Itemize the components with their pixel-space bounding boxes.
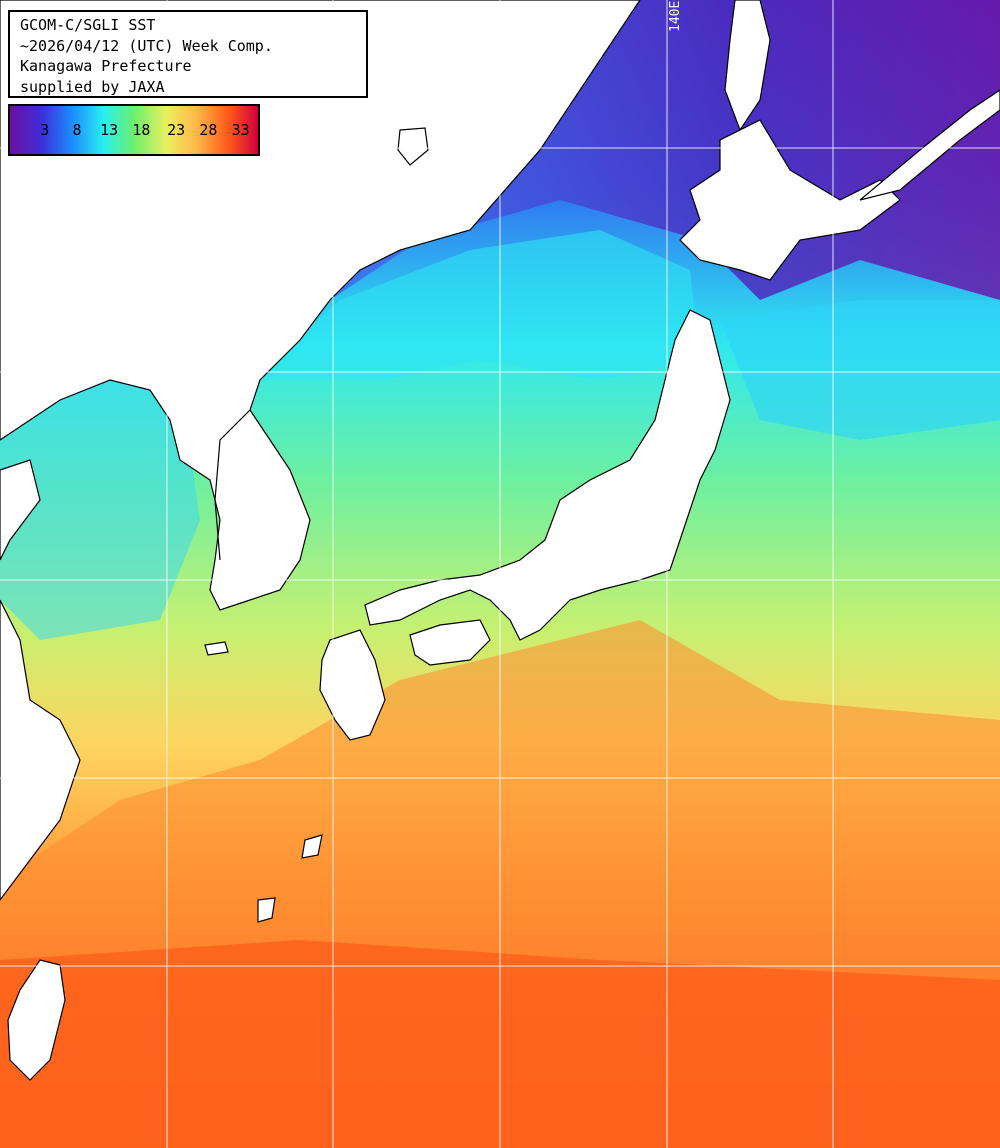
cool-water-yellow-sea bbox=[0, 380, 200, 640]
legend-tick: 18 bbox=[132, 121, 151, 139]
cool-water-japan-sea bbox=[250, 230, 700, 380]
title-line-2: ~2026/04/12 (UTC) Week Comp. bbox=[20, 36, 273, 55]
land-amami bbox=[257, 897, 276, 923]
cool-water-pacific bbox=[720, 300, 1000, 440]
legend-tick: 8 bbox=[72, 121, 82, 139]
land-jeju bbox=[204, 641, 229, 656]
land-ulleung bbox=[397, 127, 429, 166]
land-shikoku bbox=[409, 619, 491, 666]
land-korea-inner bbox=[214, 409, 251, 561]
title-box: GCOM-C/SGLI SST ~2026/04/12 (UTC) Week C… bbox=[8, 10, 368, 98]
legend-tick: 13 bbox=[100, 121, 119, 139]
land-china-south bbox=[0, 599, 81, 901]
land-kyushu bbox=[319, 629, 386, 741]
title-line-3: Kanagawa Prefecture bbox=[20, 57, 192, 75]
legend-ticks: 3 8 13 18 23 28 33 bbox=[10, 121, 258, 141]
title-line-1: GCOM-C/SGLI SST bbox=[20, 16, 156, 34]
legend-tick: 23 bbox=[167, 121, 186, 139]
color-scale-legend: 3 8 13 18 23 28 33 bbox=[8, 104, 260, 156]
land-honshu bbox=[364, 309, 731, 641]
land-taiwan bbox=[7, 959, 66, 1081]
land-tanegashima bbox=[301, 834, 323, 859]
legend-tick: 3 bbox=[40, 121, 50, 139]
longitude-label: 140E bbox=[668, 0, 683, 32]
legend-tick: 33 bbox=[231, 121, 250, 139]
title-line-4: supplied by JAXA bbox=[20, 77, 165, 96]
latitude-label: 0N bbox=[18, 354, 34, 369]
land-hokkaido bbox=[679, 119, 901, 281]
land-kuril bbox=[859, 89, 1000, 201]
legend-tick: 28 bbox=[199, 121, 218, 139]
land-china-coast bbox=[0, 459, 41, 561]
land-sakhalin bbox=[724, 0, 771, 132]
